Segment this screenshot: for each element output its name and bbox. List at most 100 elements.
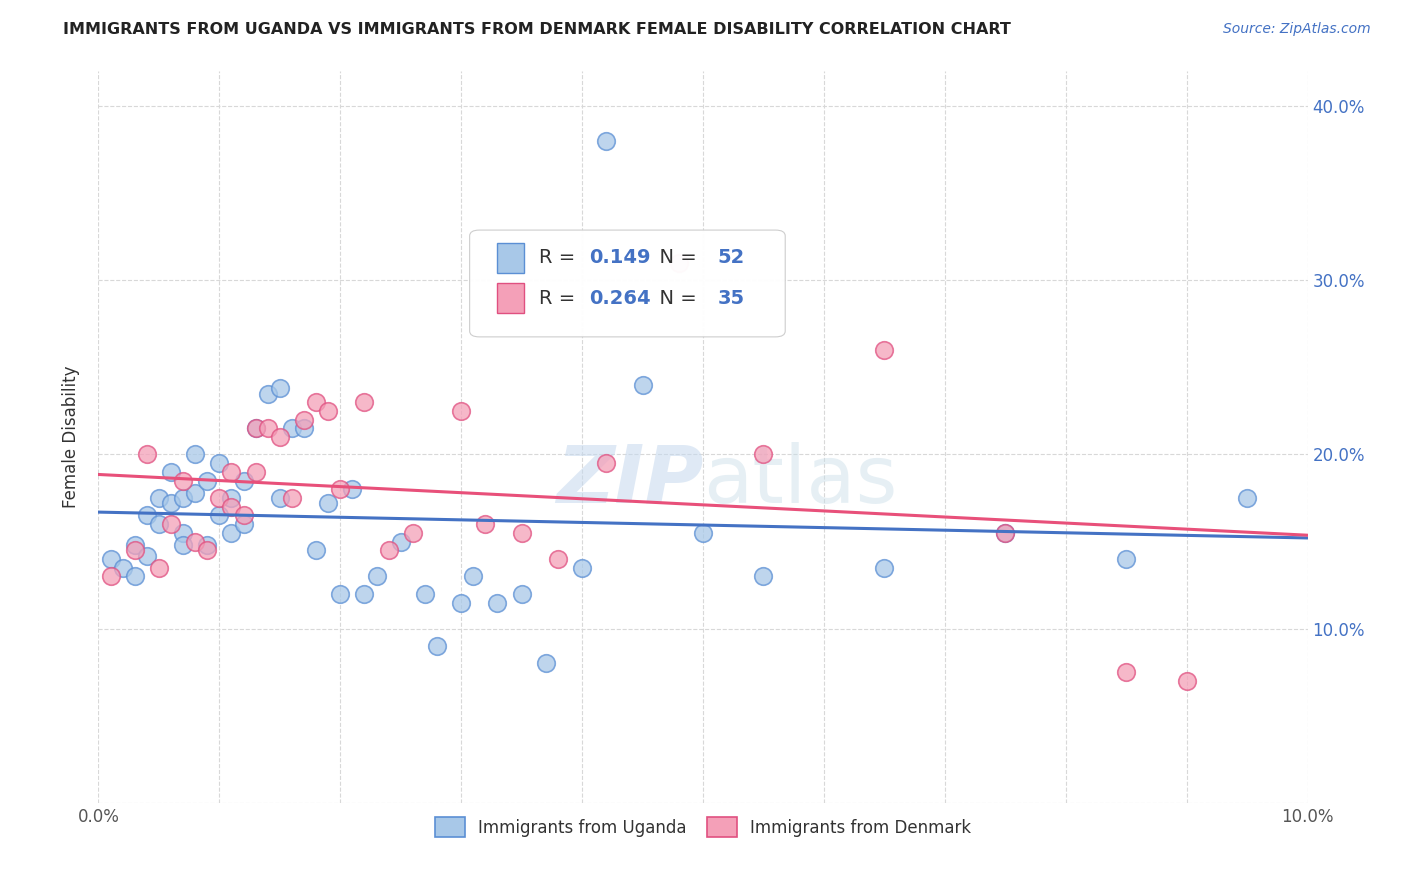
Y-axis label: Female Disability: Female Disability <box>62 366 80 508</box>
Point <box>353 395 375 409</box>
Text: R =: R = <box>538 289 581 308</box>
Point <box>100 552 122 566</box>
Point <box>402 525 425 540</box>
Point <box>221 525 243 540</box>
FancyBboxPatch shape <box>498 244 524 273</box>
Point <box>752 448 775 462</box>
Point <box>124 569 146 583</box>
Point <box>510 587 533 601</box>
Point <box>377 543 399 558</box>
Point <box>160 465 183 479</box>
Point <box>1236 491 1258 505</box>
Point <box>692 525 714 540</box>
Text: 0.149: 0.149 <box>589 248 651 268</box>
Point <box>232 474 254 488</box>
Point <box>195 538 218 552</box>
Point <box>292 421 315 435</box>
Point <box>135 549 157 563</box>
Point <box>668 256 690 270</box>
Text: N =: N = <box>647 248 703 268</box>
Point <box>1115 552 1137 566</box>
Point <box>160 496 183 510</box>
Point <box>269 430 291 444</box>
Point <box>510 525 533 540</box>
Point <box>245 421 267 435</box>
Point <box>100 569 122 583</box>
Point <box>135 508 157 523</box>
Point <box>148 491 170 505</box>
Point <box>124 538 146 552</box>
Point <box>1115 665 1137 680</box>
Point <box>208 508 231 523</box>
Point <box>184 485 207 500</box>
Point <box>571 560 593 574</box>
Point <box>873 343 896 357</box>
Point <box>221 491 243 505</box>
Point <box>366 569 388 583</box>
Point <box>1175 673 1198 688</box>
Point <box>281 491 304 505</box>
Point <box>172 491 194 505</box>
Point <box>172 525 194 540</box>
Point <box>316 404 339 418</box>
Point <box>994 525 1017 540</box>
Point <box>486 595 509 609</box>
Point <box>208 491 231 505</box>
Point <box>450 595 472 609</box>
Text: Source: ZipAtlas.com: Source: ZipAtlas.com <box>1223 22 1371 37</box>
Point <box>245 421 267 435</box>
Point <box>547 552 569 566</box>
Point <box>221 500 243 514</box>
Point <box>232 517 254 532</box>
Text: 35: 35 <box>717 289 745 308</box>
FancyBboxPatch shape <box>498 284 524 313</box>
Point <box>413 587 436 601</box>
Point <box>450 404 472 418</box>
Point <box>342 483 364 497</box>
Point <box>269 381 291 395</box>
Point <box>148 517 170 532</box>
Point <box>463 569 485 583</box>
Point <box>595 456 617 470</box>
Text: ZIP: ZIP <box>555 442 703 520</box>
Text: N =: N = <box>647 289 703 308</box>
Point <box>111 560 134 574</box>
FancyBboxPatch shape <box>470 230 785 337</box>
Point <box>245 465 267 479</box>
Point <box>124 543 146 558</box>
Point <box>148 560 170 574</box>
Point <box>752 569 775 583</box>
Point <box>994 525 1017 540</box>
Point <box>474 517 496 532</box>
Point <box>305 543 328 558</box>
Point <box>292 412 315 426</box>
Legend: Immigrants from Uganda, Immigrants from Denmark: Immigrants from Uganda, Immigrants from … <box>426 809 980 846</box>
Point <box>184 448 207 462</box>
Text: 52: 52 <box>717 248 745 268</box>
Point <box>426 639 449 653</box>
Point <box>389 534 412 549</box>
Point <box>631 377 654 392</box>
Point <box>329 483 352 497</box>
Point <box>873 560 896 574</box>
Point <box>534 657 557 671</box>
Point <box>172 474 194 488</box>
Text: 0.264: 0.264 <box>589 289 651 308</box>
Point <box>256 421 278 435</box>
Point <box>269 491 291 505</box>
Point <box>195 543 218 558</box>
Point <box>172 538 194 552</box>
Point <box>208 456 231 470</box>
Point <box>160 517 183 532</box>
Point <box>305 395 328 409</box>
Point <box>184 534 207 549</box>
Point <box>353 587 375 601</box>
Text: R =: R = <box>538 248 581 268</box>
Point <box>316 496 339 510</box>
Text: IMMIGRANTS FROM UGANDA VS IMMIGRANTS FROM DENMARK FEMALE DISABILITY CORRELATION : IMMIGRANTS FROM UGANDA VS IMMIGRANTS FRO… <box>63 22 1011 37</box>
Point <box>221 465 243 479</box>
Point <box>195 474 218 488</box>
Point <box>256 386 278 401</box>
Point <box>329 587 352 601</box>
Point <box>232 508 254 523</box>
